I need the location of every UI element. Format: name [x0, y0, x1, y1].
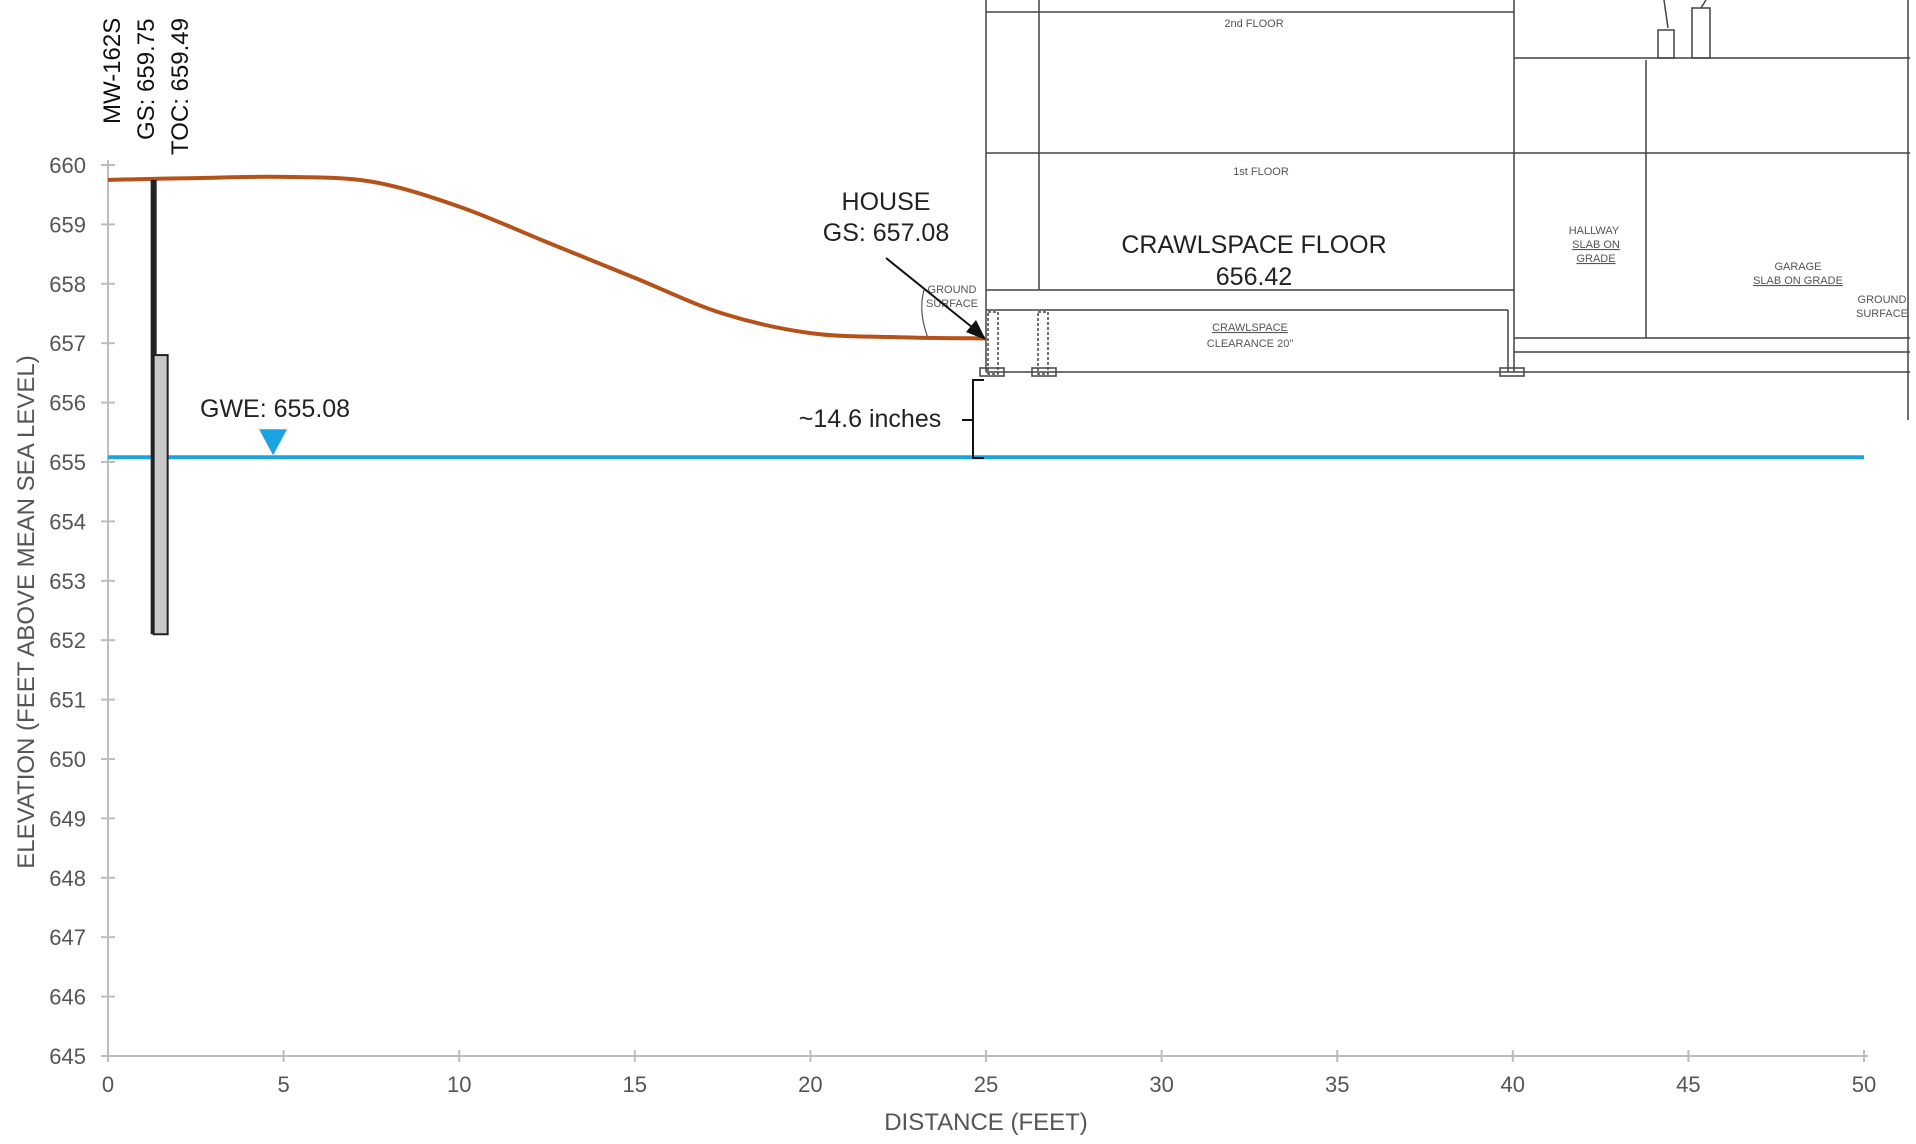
house-pointer-arrowhead	[966, 320, 986, 340]
x-tick-label: 45	[1676, 1072, 1700, 1097]
ground-surface-right-1: GROUND	[1858, 294, 1907, 306]
x-tick-label: 20	[798, 1072, 822, 1097]
house-pointer-arrow	[885, 257, 979, 333]
y-tick-label: 656	[49, 391, 86, 416]
hallway-label-1: HALLWAY	[1569, 225, 1620, 237]
x-tick-label: 10	[447, 1072, 471, 1097]
hallway-label-3: GRADE	[1576, 253, 1615, 265]
y-tick-label: 655	[49, 450, 86, 475]
y-tick-label: 646	[49, 985, 86, 1010]
gwe-label: GWE: 655.08	[200, 395, 350, 423]
ground-surface-right-2: SURFACE	[1856, 308, 1908, 320]
well-name-label: MW-162S	[99, 18, 126, 124]
ground-surface-label-1: GROUND	[928, 284, 977, 296]
x-tick-label: 40	[1501, 1072, 1525, 1097]
house-title: HOUSE	[842, 188, 931, 216]
hallway-label-2: SLAB ON	[1572, 239, 1620, 251]
house-section-drawing	[979, 0, 1910, 420]
x-tick-label: 25	[974, 1072, 998, 1097]
crawlspace-clearance-label: CRAWLSPACE	[1212, 322, 1288, 334]
x-tick-label: 50	[1852, 1072, 1876, 1097]
y-tick-label: 652	[49, 628, 86, 653]
ground-surface-profile	[107, 174, 987, 341]
y-tick-label: 651	[49, 688, 86, 713]
y-tick-label: 650	[49, 747, 86, 772]
well-gs-label: GS: 659.75	[133, 19, 160, 140]
crawlspace-clearance-value: CLEARANCE 20"	[1207, 338, 1294, 350]
well-screen	[152, 354, 169, 636]
x-axis-label: DISTANCE (FEET)	[884, 1109, 1088, 1136]
y-tick-label: 649	[49, 806, 86, 831]
second-floor-label: 2nd FLOOR	[1224, 18, 1283, 30]
separation-bracket	[962, 379, 984, 459]
y-tick-label: 645	[49, 1044, 86, 1069]
y-tick-label: 658	[49, 272, 86, 297]
y-axis-ticks: 660 659 658 657 656 655 654 653 652 651 650 649 648 6…	[49, 153, 115, 1069]
water-table-triangle-icon	[259, 429, 288, 456]
garage-label-1: GARAGE	[1774, 261, 1821, 273]
y-axis-label: ELEVATION (FEET ABOVE MEAN SEA LEVEL)	[13, 355, 40, 869]
house-section-labels: 2nd FLOOR 1st FLOOR CRAWLSPACE CLEARANCE…	[926, 18, 1908, 350]
ground-surface-leader	[921, 289, 929, 339]
x-tick-label: 15	[623, 1072, 647, 1097]
y-tick-label: 657	[49, 331, 86, 356]
y-tick-label: 653	[49, 569, 86, 594]
x-tick-label: 0	[102, 1072, 114, 1097]
separation-label: ~14.6 inches	[799, 405, 941, 433]
well-toc-label: TOC: 659.49	[167, 18, 194, 155]
x-tick-label: 35	[1325, 1072, 1349, 1097]
crawlspace-value: 656.42	[1216, 263, 1292, 291]
y-tick-label: 654	[49, 509, 86, 534]
house-gs-label: GS: 657.08	[823, 219, 949, 247]
x-axis-ticks: 0 5 10 15 20 25 30 35 40 45 50	[102, 1050, 1876, 1097]
garage-label-2: SLAB ON GRADE	[1753, 275, 1843, 287]
first-floor-label: 1st FLOOR	[1233, 166, 1289, 178]
y-tick-label: 660	[49, 153, 86, 178]
crawlspace-title: CRAWLSPACE FLOOR	[1121, 231, 1386, 259]
y-tick-label: 659	[49, 212, 86, 237]
y-tick-label: 648	[49, 866, 86, 891]
x-tick-label: 30	[1149, 1072, 1173, 1097]
y-tick-label: 647	[49, 925, 86, 950]
ground-surface-label-2: SURFACE	[926, 298, 978, 310]
x-tick-label: 5	[277, 1072, 289, 1097]
